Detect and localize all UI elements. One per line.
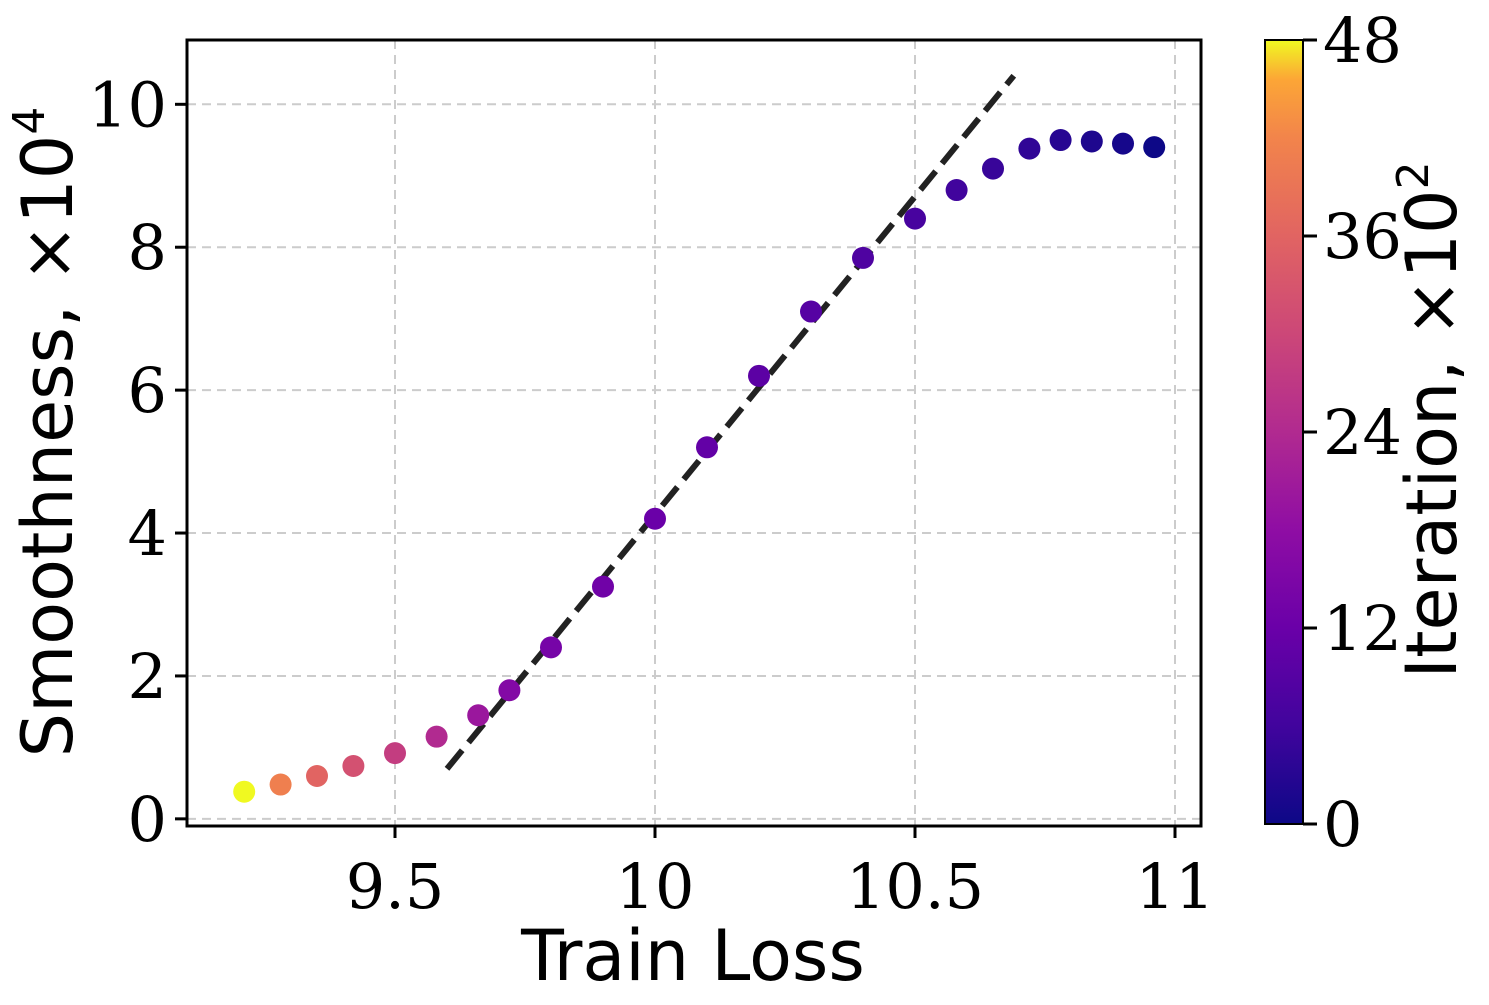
scatter-point (233, 780, 256, 803)
colorbar-ticks: 0 12 24 36 48 (1303, 4, 1402, 861)
colorbar-tick-label: 48 (1323, 4, 1402, 77)
x-axis-title: Train Loss (520, 915, 865, 997)
grid (187, 40, 1201, 826)
scatter-point (540, 636, 562, 659)
scatter-point (644, 507, 666, 530)
scatter-point (1080, 130, 1103, 153)
scatter-point (384, 742, 406, 765)
y-tick-label: 10 (88, 68, 167, 141)
scatter-point (498, 679, 521, 702)
colorbar (1264, 39, 1304, 825)
scatter-point (800, 300, 822, 323)
scatter-point (1112, 132, 1134, 155)
colorbar-title: Iteration, ×102 (1388, 161, 1473, 678)
y-tick-label: 2 (128, 640, 167, 713)
y-axis-title-text: Smoothness, ×10 (7, 135, 89, 758)
scatter-points (233, 129, 1166, 803)
x-axis: 9.5 10 10.5 11 (346, 826, 1215, 923)
scatter-point (467, 704, 490, 727)
trend-line (444, 73, 1017, 771)
x-tick-label: 10.5 (846, 850, 984, 923)
y-tick-label: 6 (128, 354, 167, 427)
scatter-point (696, 436, 718, 459)
scatter-point (904, 207, 926, 230)
colorbar-tick-label: 0 (1323, 788, 1362, 861)
scatter-point (945, 179, 968, 202)
scatter-point (342, 754, 365, 777)
x-tick-label: 11 (1136, 850, 1215, 923)
colorbar-tick-label: 12 (1323, 592, 1402, 665)
scatter-point (425, 725, 448, 748)
plot-frame (185, 38, 1203, 828)
scatter-point (1143, 136, 1166, 159)
colorbar-title-text: Iteration, ×10 (1391, 189, 1473, 678)
scatter-point (748, 364, 770, 387)
x-tick-label: 10 (616, 850, 695, 923)
scatter-point (1018, 137, 1041, 160)
scatter-point (982, 157, 1004, 180)
x-tick-label: 9.5 (346, 850, 445, 923)
y-tick-label: 8 (128, 211, 167, 284)
colorbar-tick-label: 36 (1323, 200, 1402, 273)
scatter-point (592, 575, 614, 598)
y-axis: 0 2 4 6 8 10 (88, 68, 187, 856)
scatter-point (1049, 129, 1072, 152)
colorbar-title-exponent: 2 (1388, 161, 1439, 189)
scatter-point (269, 773, 292, 796)
colorbar-tick-label: 24 (1323, 396, 1402, 469)
scatter-point (306, 764, 328, 787)
y-axis-title: Smoothness, ×104 (4, 107, 89, 758)
y-tick-label: 4 (128, 497, 167, 570)
y-axis-title-exponent: 4 (4, 107, 55, 135)
y-tick-label: 0 (128, 783, 167, 856)
trend-line-group (444, 73, 1017, 771)
scatter-point (852, 246, 874, 269)
